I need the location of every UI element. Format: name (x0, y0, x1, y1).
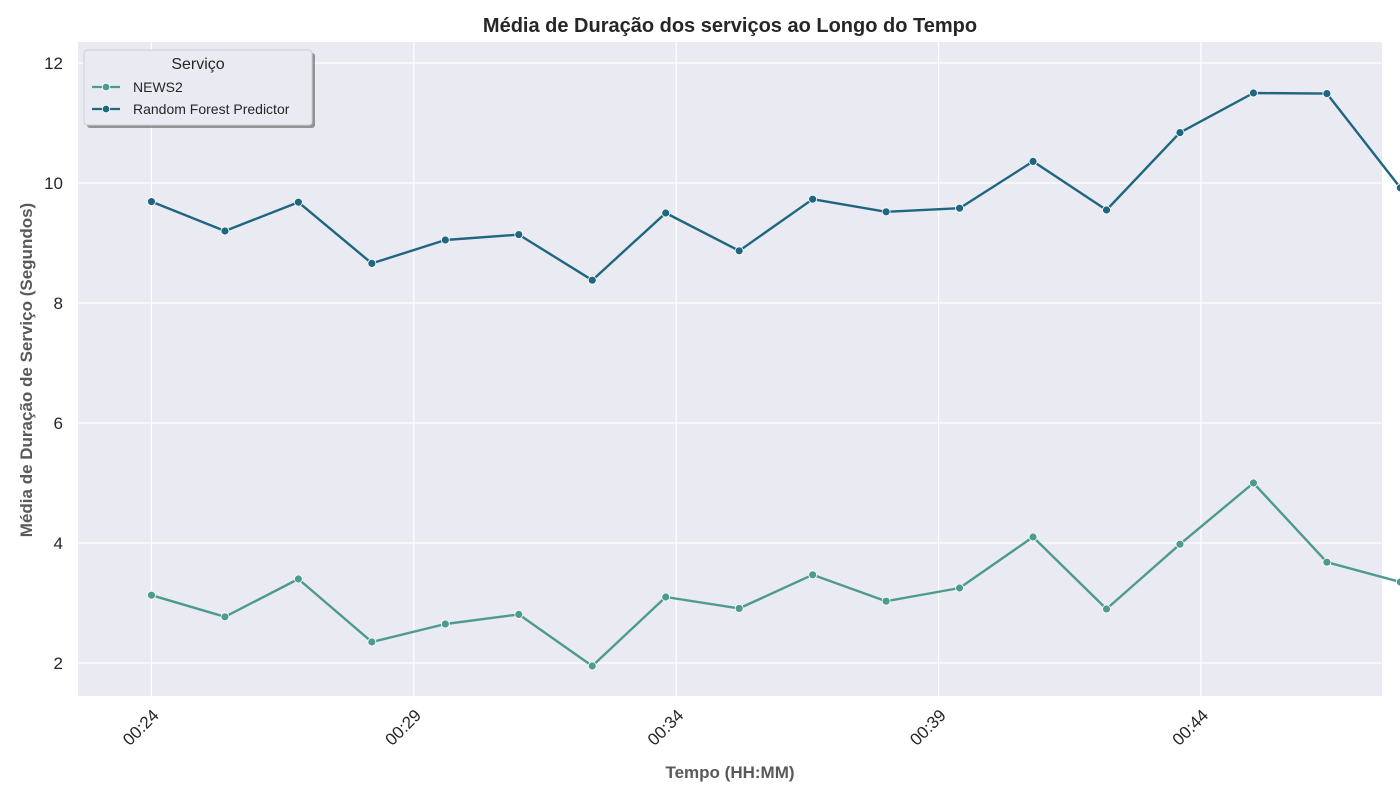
legend-swatch-marker (101, 82, 111, 92)
data-point (881, 596, 891, 606)
series-layer (147, 88, 1400, 671)
data-point (808, 570, 818, 580)
data-point (220, 226, 230, 236)
data-point (808, 194, 818, 204)
x-tick-label: 00:39 (906, 706, 950, 750)
data-point (220, 612, 230, 622)
series-line-random-forest-predictor (150, 91, 1400, 282)
data-point (514, 610, 524, 619)
data-point (661, 208, 671, 218)
data-point (367, 258, 377, 268)
series-line-news2 (150, 481, 1400, 668)
data-point (147, 197, 156, 207)
data-point (1102, 604, 1111, 614)
legend-item-news2: NEWS2 (92, 79, 183, 95)
data-point (1249, 88, 1258, 98)
data-point (734, 604, 744, 613)
data-point (587, 275, 597, 285)
legend-label: NEWS2 (133, 79, 183, 95)
x-tick-label: 00:34 (644, 706, 688, 750)
y-axis-title: Média de Duração de Serviço (Segundos) (17, 203, 36, 537)
x-axis-title: Tempo (HH:MM) (665, 763, 794, 782)
data-point (440, 619, 450, 629)
data-point (1249, 478, 1258, 488)
legend-label: Random Forest Predictor (133, 101, 290, 117)
legend-item-random-forest-predictor: Random Forest Predictor (92, 101, 290, 117)
data-point (1102, 205, 1111, 215)
data-point (293, 197, 303, 207)
x-tick-label: 00:24 (119, 706, 163, 750)
data-point (955, 203, 964, 213)
legend-box (83, 49, 313, 126)
series-news2 (147, 478, 1400, 671)
y-tick-label: 12 (44, 54, 63, 73)
data-point (1175, 539, 1185, 549)
data-point (440, 235, 450, 245)
data-point (734, 246, 744, 256)
data-point (293, 574, 303, 584)
data-point (1322, 89, 1332, 98)
x-tick-label: 00:44 (1169, 706, 1213, 750)
legend-title: Serviço (171, 56, 224, 73)
legend: Serviço NEWS2 Random Forest Predictor (83, 49, 315, 128)
data-point (514, 230, 524, 240)
data-point (1395, 577, 1400, 587)
data-point (881, 207, 891, 217)
y-tick-label: 6 (54, 414, 63, 433)
legend-swatch-marker (101, 104, 111, 114)
data-point (1028, 156, 1038, 166)
series-random-forest-predictor (147, 88, 1400, 285)
y-tick-label: 4 (54, 534, 63, 553)
chart-title: Média de Duração dos serviços ao Longo d… (483, 15, 977, 37)
y-tick-label: 8 (54, 294, 63, 313)
data-point (1395, 183, 1400, 193)
y-tick-label: 2 (54, 654, 63, 673)
data-point (1175, 128, 1185, 138)
data-point (147, 590, 156, 600)
data-point (661, 592, 671, 602)
data-point (587, 661, 597, 671)
y-tick-label: 10 (44, 174, 63, 193)
data-point (955, 583, 964, 593)
data-point (1028, 532, 1038, 542)
plot-area (78, 42, 1382, 696)
x-tick-label: 00:29 (382, 706, 426, 750)
data-point (367, 637, 377, 647)
data-point (1322, 557, 1332, 567)
